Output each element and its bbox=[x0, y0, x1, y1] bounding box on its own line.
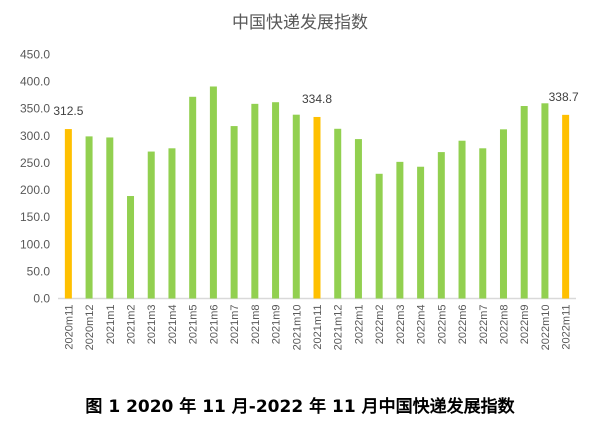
y-tick-label: 450.0 bbox=[20, 48, 50, 62]
x-tick-label: 2022m9 bbox=[519, 305, 531, 345]
bar-2022m7 bbox=[479, 148, 487, 299]
bar-2022m5 bbox=[437, 152, 445, 299]
x-tick-label: 2021m1 bbox=[105, 305, 117, 345]
bar-2022m1 bbox=[354, 139, 362, 299]
bar-2021m7 bbox=[230, 126, 238, 299]
x-tick-label: 2022m10 bbox=[540, 305, 552, 351]
bar-2020m12 bbox=[85, 136, 93, 299]
data-label: 312.5 bbox=[53, 104, 83, 118]
bar-2022m4 bbox=[417, 166, 425, 299]
y-tick-label: 150.0 bbox=[20, 210, 50, 224]
y-tick-label: 250.0 bbox=[20, 156, 50, 170]
bar-2022m10 bbox=[541, 103, 549, 299]
y-tick-label: 300.0 bbox=[20, 129, 50, 143]
x-tick-label: 2021m9 bbox=[271, 305, 283, 345]
x-tick-label: 2021m10 bbox=[291, 305, 303, 351]
y-tick-label: 0.0 bbox=[33, 292, 50, 306]
x-tick-label: 2022m7 bbox=[478, 305, 490, 345]
bar-2022m6 bbox=[458, 140, 466, 299]
x-tick-label: 2022m2 bbox=[374, 305, 386, 345]
bar-2021m11 bbox=[313, 116, 321, 299]
y-tick-label: 100.0 bbox=[20, 237, 50, 251]
bar-2021m4 bbox=[168, 148, 176, 299]
data-label: 338.7 bbox=[549, 90, 579, 104]
bar-2021m5 bbox=[189, 96, 197, 299]
x-tick-label: 2021m11 bbox=[312, 305, 324, 350]
x-tick-label: 2021m6 bbox=[208, 305, 220, 345]
x-tick-label: 2021m12 bbox=[333, 305, 345, 351]
x-tick-label: 2022m1 bbox=[353, 305, 365, 345]
x-tick-label: 2021m4 bbox=[167, 305, 179, 345]
bar-2022m3 bbox=[396, 161, 404, 299]
x-tick-label: 2022m5 bbox=[436, 305, 448, 345]
x-tick-label: 2021m3 bbox=[146, 305, 158, 345]
x-tick-label: 2021m2 bbox=[126, 305, 138, 345]
bar-2020m11 bbox=[64, 129, 72, 299]
data-label: 334.8 bbox=[302, 92, 332, 106]
bar-2021m9 bbox=[272, 102, 280, 299]
x-tick-label: 2022m8 bbox=[498, 305, 510, 345]
x-tick-label: 2021m8 bbox=[250, 305, 262, 345]
bar-2021m1 bbox=[106, 137, 114, 299]
chart-title: 中国快递发展指数 bbox=[232, 13, 368, 33]
bar-2021m3 bbox=[147, 151, 155, 299]
figure-caption: 图 1 2020 年 11 月-2022 年 11 月中国快递发展指数 bbox=[85, 397, 515, 417]
x-tick-label: 2022m4 bbox=[416, 305, 428, 345]
x-tick-label: 2022m11 bbox=[561, 305, 573, 350]
x-tick-label: 2022m6 bbox=[457, 305, 469, 345]
bar-2021m2 bbox=[127, 196, 135, 299]
y-tick-label: 350.0 bbox=[20, 102, 50, 116]
y-tick-label: 200.0 bbox=[20, 183, 50, 197]
bar-2022m9 bbox=[520, 106, 528, 299]
x-tick-label: 2020m11 bbox=[63, 305, 75, 350]
y-tick-label: 50.0 bbox=[27, 264, 51, 278]
bar-2021m8 bbox=[251, 103, 259, 299]
bar-2022m11 bbox=[562, 114, 570, 299]
bar-2021m10 bbox=[292, 114, 300, 299]
y-tick-label: 400.0 bbox=[20, 75, 50, 89]
bar-2021m6 bbox=[209, 86, 217, 299]
x-tick-label: 2022m3 bbox=[395, 305, 407, 345]
x-tick-label: 2021m5 bbox=[188, 305, 200, 345]
bar-2021m12 bbox=[334, 128, 342, 299]
x-tick-label: 2020m12 bbox=[84, 305, 96, 351]
bar-2022m2 bbox=[375, 173, 383, 299]
x-tick-label: 2021m7 bbox=[229, 305, 241, 345]
bar-2022m8 bbox=[499, 129, 507, 299]
